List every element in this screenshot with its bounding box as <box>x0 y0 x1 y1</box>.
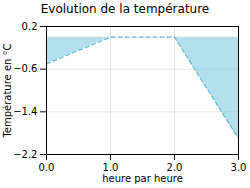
svg-text:−1.4: −1.4 <box>13 106 37 117</box>
svg-text:−2.2: −2.2 <box>13 149 37 160</box>
svg-text:0.2: 0.2 <box>22 21 38 32</box>
svg-text:1.0: 1.0 <box>103 162 119 173</box>
html-text:Evolution de la température: Evolution de la température <box>40 2 210 16</box>
svg-text:2.0: 2.0 <box>167 162 183 173</box>
svg-text:−0.6: −0.6 <box>13 63 37 74</box>
svg-text:Température en °C: Température en °C <box>2 43 13 138</box>
svg-text:3.0: 3.0 <box>231 162 247 173</box>
svg-text:0.0: 0.0 <box>39 162 55 173</box>
svg-text:heure par heure: heure par heure <box>102 173 183 184</box>
